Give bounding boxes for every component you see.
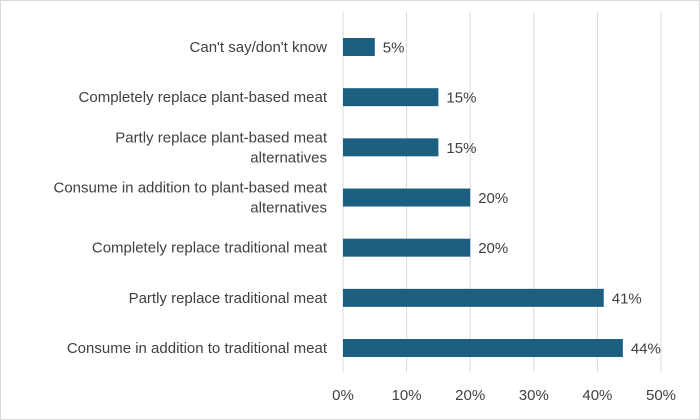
category-labels: Can't say/don't know Completely replace p… xyxy=(53,39,327,357)
data-label: 5% xyxy=(383,40,405,57)
category-label: Completely replace plant-based meat xyxy=(79,89,328,106)
data-label: 41% xyxy=(612,290,642,307)
x-tick-label: 20% xyxy=(455,387,485,404)
bar xyxy=(343,138,439,157)
category-label: Consume in addition to traditional meat xyxy=(67,340,328,357)
x-tick-label: 50% xyxy=(646,387,676,404)
x-tick-label: 30% xyxy=(519,387,549,404)
category-label: Partly replace traditional meat xyxy=(129,290,328,307)
bar xyxy=(343,288,604,307)
gridlines xyxy=(342,12,662,372)
data-label: 20% xyxy=(478,240,508,257)
data-label: 15% xyxy=(446,90,476,107)
bar xyxy=(343,339,623,358)
data-label: 44% xyxy=(631,341,661,358)
category-label-line: Completely replace traditional meat xyxy=(92,240,328,257)
bar xyxy=(343,88,439,107)
category-label: Partly replace plant-based meat alternati… xyxy=(115,129,328,166)
data-labels: 5% 15% 15% 20% 20% 41% 44% xyxy=(383,40,661,358)
category-label-line: Completely replace plant-based meat xyxy=(79,89,328,106)
category-label-line: alternatives xyxy=(250,149,327,166)
category-label: Can't say/don't know xyxy=(190,39,328,56)
x-axis-tick-labels: 0% 10% 20% 30% 40% 50% xyxy=(332,387,676,404)
x-tick-label: 10% xyxy=(392,387,422,404)
data-label: 20% xyxy=(478,190,508,207)
category-label-line: alternatives xyxy=(250,200,327,217)
bars xyxy=(343,38,623,358)
bar xyxy=(343,38,375,56)
category-label: Consume in addition to plant-based meat a… xyxy=(53,180,327,217)
bar xyxy=(343,238,471,257)
category-label-line: Partly replace traditional meat xyxy=(129,290,328,307)
category-label-line: Consume in addition to traditional meat xyxy=(67,340,328,357)
category-label-line: Consume in addition to plant-based meat xyxy=(53,180,327,197)
data-label: 15% xyxy=(446,140,476,157)
category-label: Completely replace traditional meat xyxy=(92,240,328,257)
category-label-line: Partly replace plant-based meat xyxy=(115,129,328,146)
x-tick-label: 0% xyxy=(332,387,354,404)
bar xyxy=(343,188,471,207)
category-label-line: Can't say/don't know xyxy=(190,39,328,56)
x-tick-label: 40% xyxy=(582,387,612,404)
